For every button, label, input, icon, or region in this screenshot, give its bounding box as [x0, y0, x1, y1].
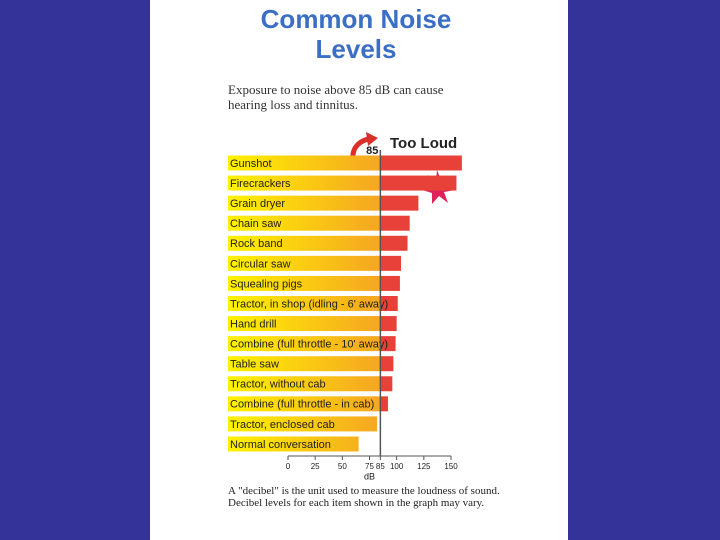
bar	[228, 195, 419, 211]
bar	[228, 275, 400, 291]
x-axis-label: dB	[364, 471, 375, 481]
x-tick-label: 0	[286, 462, 291, 471]
bar-label: Combine (full throttle - 10' away)	[230, 339, 388, 351]
bar-label: Squealing pigs	[230, 278, 303, 290]
bar-label: Rock band	[230, 238, 283, 250]
x-tick-label: 100	[390, 462, 404, 471]
x-tick-label: 25	[311, 462, 320, 471]
bar	[228, 376, 393, 392]
bar-label: Combine (full throttle - in cab)	[230, 399, 374, 411]
bar	[228, 316, 397, 332]
bar-label: Chain saw	[230, 218, 281, 230]
bar	[228, 175, 457, 191]
bar-label: Tractor, without cab	[230, 379, 326, 391]
x-tick-label: 75	[365, 462, 374, 471]
bar-label: Tractor, enclosed cab	[230, 419, 335, 431]
bar	[228, 336, 396, 352]
bar	[228, 215, 410, 231]
x-tick-label: 85	[376, 462, 385, 471]
note: A "decibel" is the unit used to measure …	[228, 485, 500, 509]
bar	[228, 436, 359, 452]
bar-label: Firecrackers	[230, 178, 291, 190]
bar	[228, 416, 378, 432]
x-tick-label: 125	[417, 462, 431, 471]
bar-label: Hand drill	[230, 318, 276, 330]
bar-label: Table saw	[230, 359, 279, 371]
threshold-label: Too Loud	[390, 135, 457, 152]
bar	[228, 295, 398, 311]
bar	[228, 396, 388, 412]
bar	[228, 255, 402, 271]
arrow-head	[366, 132, 378, 146]
bar-label: Normal conversation	[230, 439, 331, 451]
subtitle: Exposure to noise above 85 dB can cause …	[228, 82, 444, 112]
bar-label: Grain dryer	[230, 198, 285, 210]
bar	[228, 155, 462, 171]
bar-label: Circular saw	[230, 258, 291, 270]
bar-label: Tractor, in shop (idling - 6' away)	[230, 298, 388, 310]
title: Common Noise Levels	[260, 4, 452, 64]
bar	[228, 235, 408, 251]
threshold-value: 85	[366, 145, 378, 157]
x-tick-label: 150	[444, 462, 458, 471]
bar	[228, 356, 394, 372]
bar-label: Gunshot	[230, 158, 272, 170]
x-tick-label: 50	[338, 462, 347, 471]
